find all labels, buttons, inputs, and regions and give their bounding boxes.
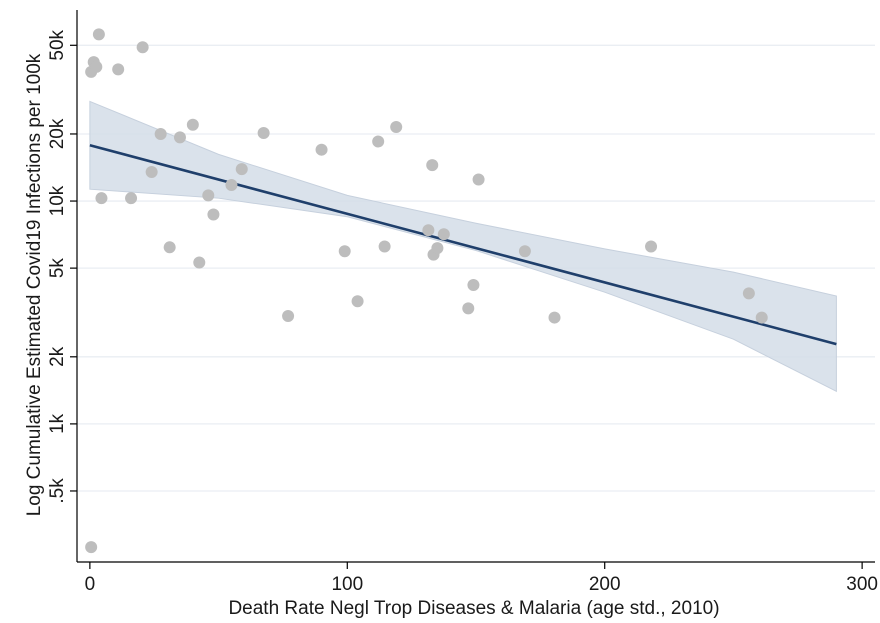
- data-point: [202, 189, 215, 202]
- data-point: [145, 166, 158, 179]
- x-tick-label: 200: [589, 574, 621, 595]
- data-points-layer: [85, 28, 768, 554]
- data-point: [257, 127, 270, 140]
- data-point: [755, 311, 768, 324]
- data-point: [163, 241, 176, 254]
- data-point: [125, 192, 138, 205]
- data-point: [90, 60, 103, 73]
- x-axis-ticks: 0 100 200 300: [85, 562, 878, 595]
- y-tick-label: 50k: [47, 29, 68, 60]
- data-point: [378, 240, 391, 253]
- data-point: [112, 63, 125, 76]
- y-axis-title: Log Cumulative Estimated Covid19 Infecti…: [24, 53, 45, 516]
- data-point: [518, 245, 531, 258]
- axes: [76, 10, 875, 563]
- data-point: [186, 118, 199, 131]
- fit-line-layer: [89, 143, 837, 346]
- y-tick-label: 1k: [47, 413, 68, 434]
- x-tick-label: 300: [846, 574, 878, 595]
- gridlines: [77, 44, 875, 492]
- data-point: [645, 240, 658, 253]
- data-point: [422, 224, 435, 237]
- data-point: [426, 159, 439, 172]
- data-point: [351, 295, 364, 308]
- y-tick-label: 20k: [47, 118, 68, 149]
- y-tick-label: 10k: [47, 185, 68, 216]
- data-point: [472, 173, 485, 186]
- confidence-band-layer: [89, 100, 837, 393]
- x-tick-label: 100: [331, 574, 363, 595]
- data-point: [235, 163, 248, 176]
- data-point: [390, 120, 403, 133]
- data-point: [462, 302, 475, 315]
- data-point: [225, 179, 238, 192]
- fit-line: [89, 143, 837, 346]
- data-point: [136, 41, 149, 54]
- data-point: [431, 242, 444, 255]
- data-point: [282, 309, 295, 322]
- x-axis-title: Death Rate Negl Trop Diseases & Malaria …: [228, 598, 719, 619]
- y-axis-ticks: .5k 1k 2k 5k 10k 20k 50k: [47, 29, 77, 504]
- data-point: [95, 192, 108, 205]
- x-tick-label: 0: [85, 574, 96, 595]
- data-point: [437, 228, 450, 241]
- data-point: [315, 143, 328, 156]
- data-point: [338, 245, 351, 258]
- data-point: [92, 28, 105, 41]
- y-tick-label: .5k: [47, 478, 68, 504]
- data-point: [193, 256, 206, 269]
- data-point: [548, 311, 561, 324]
- data-point: [207, 208, 220, 221]
- data-point: [467, 279, 480, 292]
- data-point: [372, 135, 385, 148]
- data-point: [173, 131, 186, 144]
- confidence-band: [89, 100, 837, 393]
- data-point: [85, 541, 98, 554]
- y-tick-label: 5k: [47, 258, 68, 279]
- y-tick-label: 2k: [47, 346, 68, 367]
- data-point: [154, 127, 167, 140]
- data-point: [742, 287, 755, 300]
